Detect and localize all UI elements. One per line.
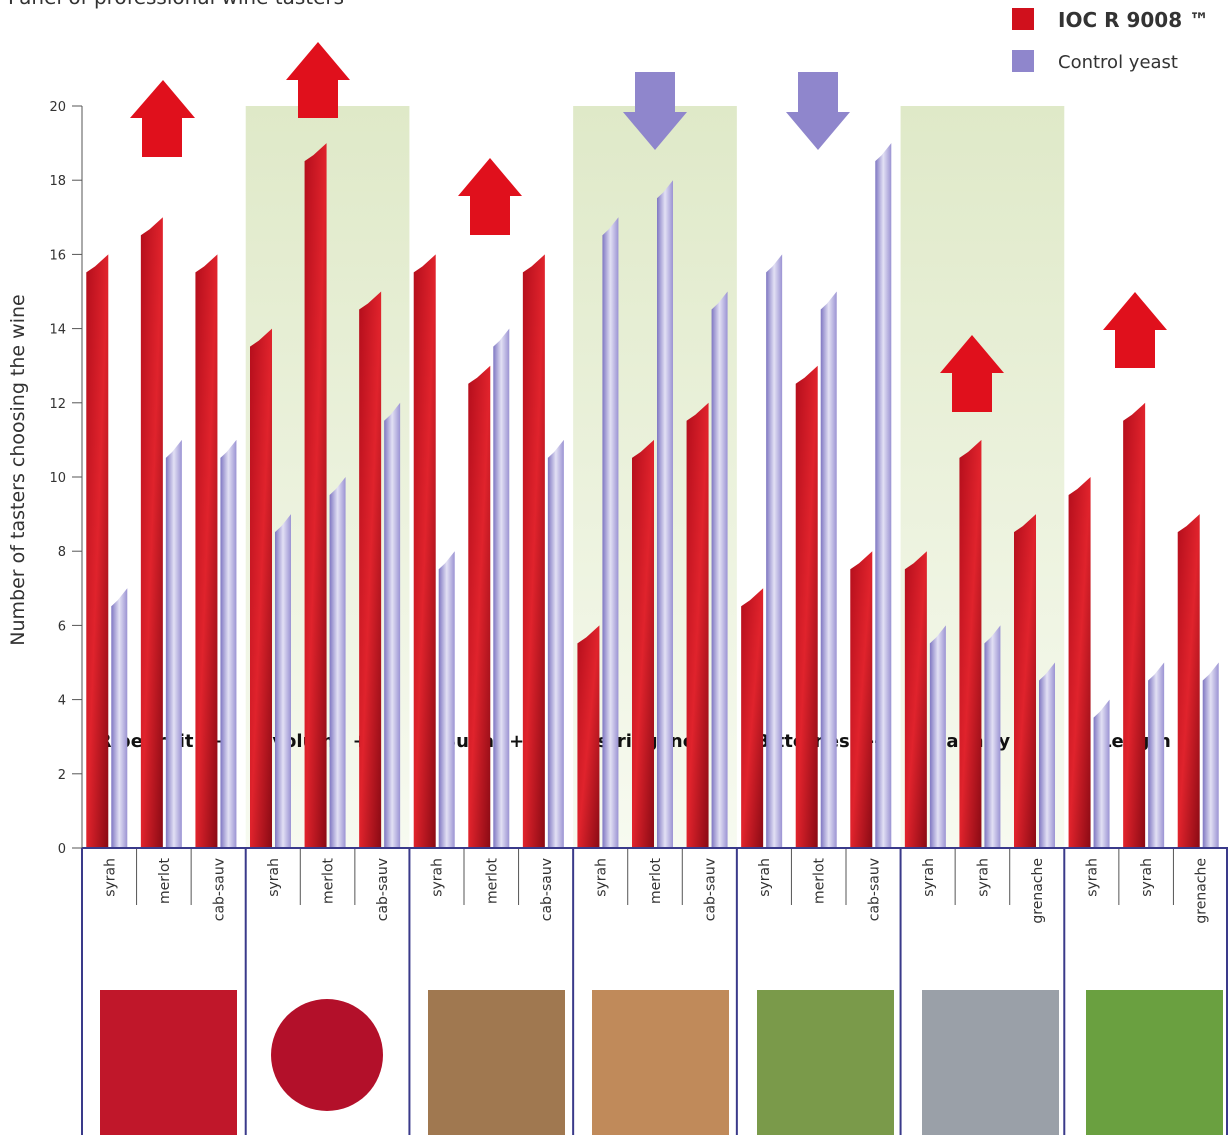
y-tick-label: 10 <box>49 471 66 486</box>
legend-label: Control yeast <box>1058 52 1178 73</box>
bar <box>875 143 891 848</box>
x-tick-label: syrah <box>757 858 773 897</box>
x-tick-label: merlot <box>648 857 664 903</box>
y-tick-label: 2 <box>58 768 66 783</box>
bar <box>741 588 763 848</box>
x-tick-label: syrah <box>1085 858 1101 897</box>
y-tick-label: 6 <box>58 619 66 634</box>
x-tick-label: merlot <box>812 857 828 903</box>
bar <box>166 440 182 848</box>
x-tick-label: syrah <box>102 858 118 897</box>
x-tick-label: syrah <box>921 858 937 897</box>
bar <box>959 440 981 848</box>
x-tick-label: merlot <box>321 857 337 903</box>
y-tick-label: 18 <box>49 174 66 189</box>
bar <box>195 254 217 848</box>
bar <box>687 403 709 848</box>
chart-title: Panel of professional wine tasters <box>8 0 344 9</box>
bar <box>468 366 490 848</box>
bar <box>602 217 618 848</box>
y-tick-label: 8 <box>58 545 66 560</box>
bar <box>1094 700 1110 848</box>
x-tick-label: grenache <box>1030 858 1046 924</box>
bar <box>905 551 927 848</box>
bar <box>141 217 163 848</box>
x-tick-label: cab-sauv <box>539 858 555 921</box>
bar <box>1148 663 1164 849</box>
bar <box>493 329 509 848</box>
bar <box>384 403 400 848</box>
bar <box>1203 663 1219 849</box>
chart: Panel of professional wine tasters Numbe… <box>0 0 1228 1135</box>
y-tick-label: 16 <box>49 248 66 263</box>
bar <box>712 292 728 849</box>
x-tick-label: merlot <box>484 857 500 903</box>
y-axis-label: Number of tasters choosing the wine <box>7 294 29 645</box>
bar <box>220 440 236 848</box>
bar <box>930 625 946 848</box>
legend-swatch <box>1012 50 1034 72</box>
x-tick-label: cab-sauv <box>211 858 227 921</box>
bar <box>275 514 291 848</box>
bar <box>111 588 127 848</box>
bar <box>1039 663 1055 849</box>
bar <box>632 440 654 848</box>
x-tick-label: syrah <box>975 858 991 897</box>
bar <box>796 366 818 848</box>
x-tick-label: syrah <box>1139 858 1155 897</box>
bar <box>1014 514 1036 848</box>
x-tick-label: grenache <box>1194 858 1210 924</box>
y-tick-label: 14 <box>49 323 66 338</box>
bar <box>657 180 673 848</box>
x-tick-label: cab-sauv <box>866 858 882 921</box>
bar <box>523 254 545 848</box>
bar <box>1178 514 1200 848</box>
illustrations <box>100 990 1223 1135</box>
y-tick-label: 4 <box>58 694 66 709</box>
x-tick-label: syrah <box>430 858 446 897</box>
bar <box>1069 477 1091 848</box>
x-tick-label: syrah <box>266 858 282 897</box>
bar <box>359 292 381 849</box>
bar <box>305 143 327 848</box>
x-tick-label: cab-sauv <box>375 858 391 921</box>
bar <box>766 254 782 848</box>
bar <box>439 551 455 848</box>
y-tick-label: 12 <box>49 397 66 412</box>
x-tick-label: cab-sauv <box>703 858 719 921</box>
y-tick-label: 20 <box>49 100 66 115</box>
x-tick-label: merlot <box>157 857 173 903</box>
bar <box>414 254 436 848</box>
bar <box>86 254 108 848</box>
bar <box>250 329 272 848</box>
bar <box>577 625 599 848</box>
bar <box>821 292 837 849</box>
x-tick-label: syrah <box>593 858 609 897</box>
bar <box>984 625 1000 848</box>
bar <box>1123 403 1145 848</box>
legend-swatch <box>1012 8 1034 30</box>
legend-label: IOC R 9008 ™ <box>1058 8 1209 32</box>
bar <box>850 551 872 848</box>
bar <box>548 440 564 848</box>
bar <box>330 477 346 848</box>
y-tick-label: 0 <box>58 842 66 857</box>
